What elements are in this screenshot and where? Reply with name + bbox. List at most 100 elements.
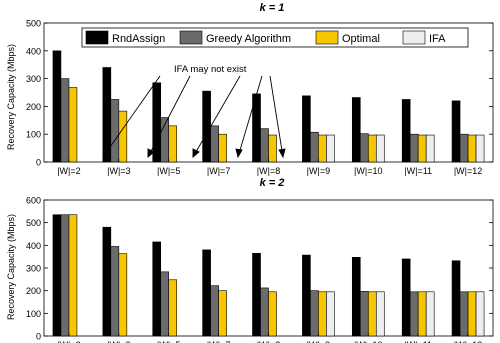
bar-rndassign bbox=[451, 260, 461, 337]
legend-swatch-greedy bbox=[179, 30, 203, 45]
bar-rndassign bbox=[451, 100, 461, 163]
bar-greedy-algorithm bbox=[160, 271, 170, 337]
bar-optimal bbox=[268, 291, 277, 337]
bar-optimal bbox=[68, 214, 78, 337]
arrowhead-w7 bbox=[235, 148, 243, 159]
x-tick-label: |W|=3 bbox=[107, 166, 130, 176]
y-tick-label: 100 bbox=[26, 130, 41, 140]
bar-greedy-algorithm bbox=[60, 214, 70, 337]
bar-greedy-algorithm bbox=[459, 133, 469, 163]
bar-ifa bbox=[326, 134, 335, 163]
y-axis-label: Recovery Capacity (Mbps) bbox=[6, 214, 16, 320]
bar-rndassign bbox=[202, 249, 211, 337]
y-tick-label: 500 bbox=[26, 19, 41, 29]
x-tick-label: |W|=10 bbox=[354, 166, 382, 176]
bar-ifa bbox=[375, 291, 385, 337]
legend-label-optimal: Optimal bbox=[342, 33, 380, 45]
arrow-w8 bbox=[269, 75, 284, 158]
x-tick-label: |W|=12 bbox=[454, 340, 482, 343]
x-tick-label: |W|=9 bbox=[307, 340, 330, 343]
x-tick-label: |W|=5 bbox=[157, 340, 180, 343]
bar-rndassign bbox=[152, 241, 162, 337]
x-tick-label: |W|=2 bbox=[57, 166, 80, 176]
bar-optimal bbox=[118, 110, 128, 163]
x-tick-label: |W|=10 bbox=[354, 340, 382, 343]
bar-optimal bbox=[318, 134, 327, 163]
bar-optimal bbox=[168, 279, 178, 337]
y-tick-label: 200 bbox=[26, 286, 41, 296]
legend-box bbox=[81, 27, 469, 48]
x-tick-label: |W|=2 bbox=[57, 340, 80, 343]
y-tick-label: 500 bbox=[26, 218, 41, 228]
x-tick-label: |W|=8 bbox=[257, 340, 280, 343]
y-tick-label: 0 bbox=[36, 332, 41, 342]
bar-rndassign bbox=[102, 226, 112, 337]
y-ticks: 0 100 200 300 400 500 bbox=[26, 19, 493, 168]
y-tick-label: 600 bbox=[26, 196, 41, 206]
y-tick-label: 0 bbox=[36, 158, 41, 168]
bar-greedy-algorithm bbox=[409, 291, 419, 337]
bar-greedy-algorithm bbox=[110, 99, 120, 163]
bars bbox=[52, 50, 485, 163]
bar-optimal bbox=[268, 134, 277, 163]
x-tick-label: |W|=3 bbox=[107, 340, 130, 343]
panel-title: k = 1 bbox=[260, 2, 285, 14]
bar-optimal bbox=[218, 290, 227, 337]
bar-optimal bbox=[218, 133, 227, 163]
bar-rndassign bbox=[152, 82, 162, 163]
bar-greedy-algorithm bbox=[459, 291, 469, 337]
panel-title: k = 2 bbox=[260, 177, 285, 189]
bar-rndassign bbox=[252, 252, 261, 337]
bar-optimal bbox=[417, 291, 427, 337]
x-tick-label: |W|=9 bbox=[307, 166, 330, 176]
bar-greedy-algorithm bbox=[310, 290, 319, 337]
arrowhead-w8 bbox=[278, 148, 286, 159]
bar-ifa bbox=[425, 291, 435, 337]
y-axis-label: Recovery Capacity (Mbps) bbox=[6, 44, 16, 150]
bar-rndassign bbox=[52, 50, 62, 163]
bar-greedy-algorithm bbox=[260, 128, 269, 163]
bar-greedy-algorithm bbox=[210, 125, 219, 163]
arrow-w2 bbox=[102, 75, 161, 158]
bar-greedy-algorithm bbox=[310, 131, 319, 163]
annotation-text: IFA may not exist bbox=[174, 64, 247, 75]
y-tick-label: 100 bbox=[26, 309, 41, 319]
bar-rndassign bbox=[351, 97, 361, 163]
x-tick-label: |W|=7 bbox=[207, 166, 230, 176]
bar-greedy-algorithm bbox=[359, 133, 369, 163]
annotation-arrows bbox=[102, 75, 286, 159]
legend-swatch-ifa bbox=[402, 30, 426, 45]
bar-ifa bbox=[326, 291, 335, 337]
bar-ifa bbox=[375, 134, 385, 163]
bar-rndassign bbox=[401, 99, 411, 163]
x-tick-labels: |W|=2 |W|=3 |W|=5 |W|=7 |W|=8 |W|=9 |W|=10 |W|=… bbox=[57, 166, 482, 176]
y-tick-label: 400 bbox=[26, 241, 41, 251]
arrowhead-w2 bbox=[102, 148, 110, 158]
x-tick-label: |W|=11 bbox=[404, 166, 432, 176]
bar-optimal bbox=[367, 134, 377, 163]
bar-rndassign bbox=[302, 254, 311, 337]
legend-label-greedy: Greedy Algorithm bbox=[206, 33, 291, 45]
bar-greedy-algorithm bbox=[359, 291, 369, 337]
bar-ifa bbox=[425, 134, 435, 163]
legend-label-ifa: IFA bbox=[429, 33, 446, 45]
bar-rndassign bbox=[302, 95, 311, 163]
bar-greedy-algorithm bbox=[260, 287, 269, 337]
bar-optimal bbox=[168, 125, 178, 163]
bar-greedy-algorithm bbox=[409, 133, 419, 163]
bar-optimal bbox=[318, 291, 327, 337]
y-tick-label: 400 bbox=[26, 46, 41, 56]
x-tick-label: |W|=12 bbox=[454, 166, 482, 176]
legend-swatch-optimal bbox=[315, 30, 339, 45]
bar-greedy-algorithm bbox=[110, 246, 120, 337]
bar-greedy-algorithm bbox=[210, 285, 219, 337]
arrow-w7 bbox=[237, 75, 263, 158]
panel-k2: k = 2 Recovery Capacity (Mbps) 0 100 200 30… bbox=[6, 177, 494, 343]
legend-label-rndassign: RndAssign bbox=[112, 33, 165, 45]
bar-ifa bbox=[475, 134, 485, 163]
bar-rndassign bbox=[202, 90, 211, 163]
x-tick-label: |W|=5 bbox=[157, 166, 180, 176]
bar-optimal bbox=[467, 291, 477, 337]
bar-rndassign bbox=[351, 257, 361, 337]
